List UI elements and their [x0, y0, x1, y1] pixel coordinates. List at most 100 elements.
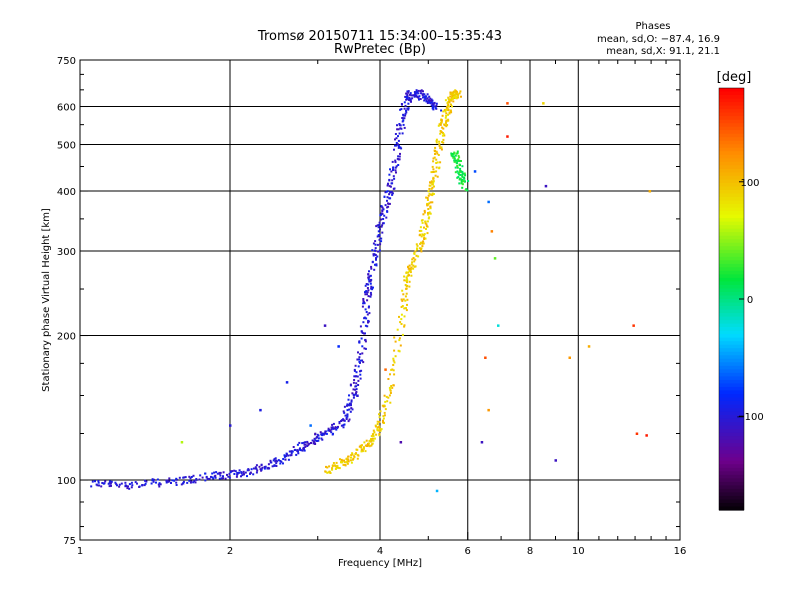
colorbar-segment [719, 288, 744, 293]
trace-point [249, 472, 251, 475]
trace-point [378, 249, 381, 252]
x-tick-label: 4 [377, 546, 383, 557]
trace-point [406, 284, 409, 287]
trace-point [206, 478, 209, 480]
trace-point [190, 480, 193, 483]
trace-point [365, 311, 368, 313]
trace-point [359, 370, 361, 373]
scatter-point [487, 200, 490, 204]
scatter-point [568, 356, 571, 359]
colorbar-segment [719, 214, 744, 219]
trace-point [405, 109, 407, 112]
trace-point [315, 436, 318, 439]
trace-point [347, 458, 350, 461]
trace-point [441, 126, 444, 129]
phase-stats-heading: Phases [635, 21, 670, 32]
trace-point [434, 107, 437, 110]
trace-point [374, 243, 377, 246]
trace-point [377, 250, 380, 253]
trace-point [332, 462, 335, 464]
trace-point [332, 422, 335, 425]
trace-point [246, 475, 248, 478]
trace-point [431, 183, 434, 186]
trace-point [376, 423, 379, 425]
trace-point [364, 450, 367, 453]
trace-point [448, 105, 450, 108]
colorbar-segment [719, 422, 744, 427]
trace-point [452, 90, 455, 93]
trace-point [417, 92, 420, 95]
trace-point [189, 481, 192, 484]
trace-point [382, 208, 385, 211]
colorbar-segment [719, 95, 744, 100]
trace-point [408, 93, 411, 96]
trace-point [408, 280, 411, 283]
trace-point [219, 474, 222, 477]
trace-point [402, 123, 405, 126]
trace-point [386, 196, 389, 199]
trace-point [412, 264, 415, 267]
trace-point [435, 170, 438, 173]
trace-point [391, 386, 394, 389]
trace-point [402, 114, 405, 117]
trace-point [366, 313, 369, 316]
trace-point [380, 240, 383, 243]
trace-point [364, 284, 367, 287]
colorbar-segment [719, 161, 744, 166]
colorbar-segment [719, 263, 744, 268]
trace-point [376, 243, 379, 246]
trace-point [304, 441, 307, 444]
trace-point [175, 484, 178, 486]
colorbar-segment [719, 492, 744, 497]
colorbar-segment [719, 379, 744, 384]
trace-point [431, 165, 434, 168]
trace-point [403, 307, 406, 310]
trace-point [405, 287, 408, 290]
colorbar-segment [719, 376, 744, 381]
trace-point [334, 468, 337, 470]
trace-point [254, 466, 257, 469]
trace-point [375, 425, 377, 428]
trace-point [109, 482, 112, 485]
trace-point [218, 477, 221, 480]
trace-point [271, 465, 274, 468]
phase-stats-o: mean, sd,O: −87.4, 16.9 [597, 34, 720, 45]
trace-point [410, 100, 412, 103]
trace-point [362, 299, 365, 302]
trace-point [442, 132, 444, 134]
trace-point [343, 423, 346, 426]
trace-point [273, 458, 276, 461]
colorbar-segment [719, 344, 744, 349]
trace-point [393, 148, 395, 151]
trace-point [379, 228, 381, 231]
trace-point [190, 476, 193, 478]
trace-point [362, 446, 365, 449]
chart-subtitle: RwPretec (Bp) [334, 42, 426, 57]
colorbar-segment [719, 281, 744, 286]
trace-point [303, 449, 306, 452]
trace-point [316, 440, 318, 442]
trace-point [367, 321, 369, 324]
colorbar-segment [719, 425, 744, 430]
trace-point [467, 180, 470, 182]
trace-point [362, 302, 365, 305]
trace-point [321, 432, 324, 435]
scatter-point [229, 424, 232, 427]
trace-point [386, 184, 389, 187]
scatter-point [356, 394, 359, 397]
trace-point [377, 234, 380, 237]
trace-point [365, 439, 368, 442]
trace-point [417, 96, 420, 99]
trace-point [186, 481, 189, 484]
trace-point [361, 345, 364, 348]
colorbar-segment [719, 386, 744, 392]
scatter-point [323, 324, 327, 327]
trace-point [346, 404, 348, 407]
colorbar-segment [719, 207, 744, 212]
trace-point [391, 193, 394, 196]
trace-point [331, 423, 334, 426]
trace-point [205, 476, 208, 479]
trace-point [384, 400, 387, 403]
trace-point [394, 144, 396, 147]
trace-point [388, 386, 391, 389]
